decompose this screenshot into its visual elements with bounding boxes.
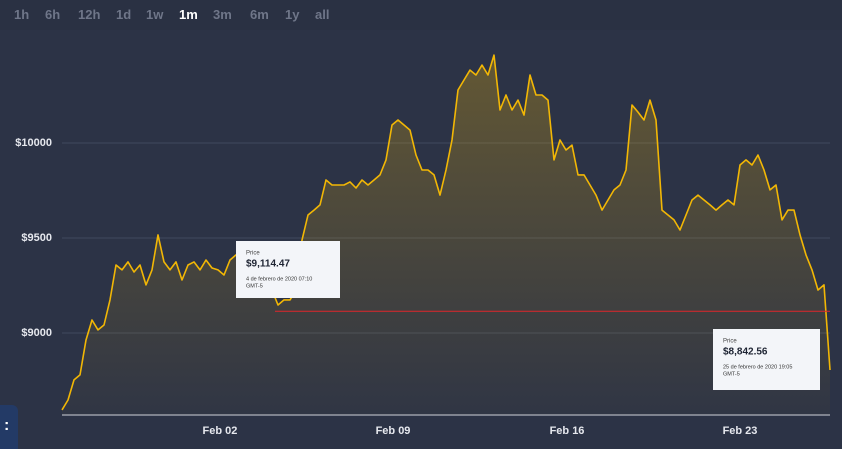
timeframe-button[interactable]: 1d: [116, 7, 132, 22]
tooltip-date: 25 de febrero de 2020 19:05: [723, 364, 792, 370]
y-tick-label: $9000: [21, 327, 52, 339]
tooltip-label: Price: [723, 339, 737, 345]
timeframe-bar: 1h 6h 12h 1d 1w 1m 3m 6m 1y all: [0, 0, 842, 30]
tooltip-price: $8,842.56: [723, 347, 768, 358]
tooltip-box: [236, 241, 340, 298]
x-tick-label: Feb 02: [203, 425, 238, 437]
timeframe-button[interactable]: 1h: [14, 7, 30, 22]
area: [62, 55, 830, 415]
timeframe-button[interactable]: 3m: [213, 7, 232, 22]
y-tick-label: $9500: [21, 232, 52, 244]
tooltip-label: Price: [246, 251, 260, 257]
side-icon[interactable]: :: [0, 405, 18, 449]
tooltip-date: 4 de febrero de 2020 07:10: [246, 276, 312, 282]
timeframe-button[interactable]: 12h: [78, 7, 101, 22]
timeframe-button[interactable]: 1w: [146, 7, 164, 22]
tooltip-price: $9,114.47: [246, 259, 290, 270]
timeframe-button[interactable]: 1m: [179, 7, 198, 22]
tooltip: Price $9,114.47 4 de febrero de 2020 07:10…: [236, 241, 340, 298]
x-tick-label: Feb 16: [550, 425, 585, 437]
timeframe-button[interactable]: 6m: [250, 7, 269, 22]
timeframe-button[interactable]: all: [315, 7, 330, 22]
tooltip-tz: GMT-5: [246, 283, 263, 289]
x-tick-label: Feb 23: [723, 425, 758, 437]
tooltip: Price $8,842.56 25 de febrero de 2020 19:0…: [713, 329, 820, 390]
tooltip-tz: GMT-5: [723, 371, 740, 377]
timeframe-button[interactable]: 6h: [45, 7, 61, 22]
y-tick-label: $10000: [15, 137, 52, 149]
x-tick-label: Feb 09: [376, 425, 411, 437]
price-line: [61, 54, 831, 411]
tooltip-box: [713, 329, 820, 390]
timeframe-button[interactable]: 1y: [285, 7, 300, 22]
